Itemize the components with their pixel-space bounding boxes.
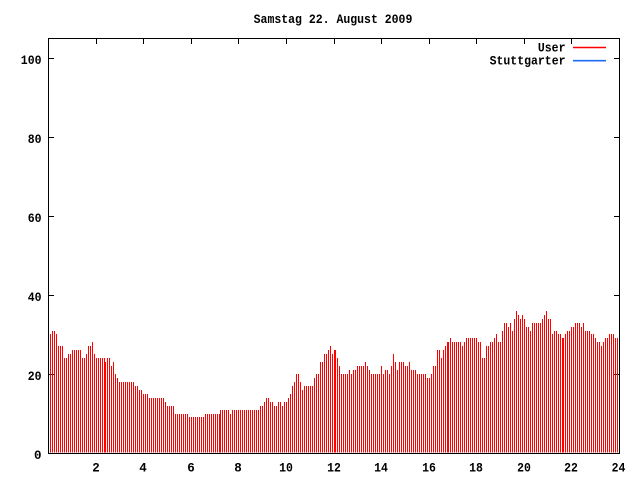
svg-text:100: 100 — [21, 54, 42, 68]
svg-text:40: 40 — [28, 291, 42, 305]
svg-text:16: 16 — [422, 462, 436, 476]
svg-text:8: 8 — [234, 462, 242, 476]
svg-text:4: 4 — [139, 462, 147, 476]
svg-text:60: 60 — [28, 212, 42, 226]
svg-text:12: 12 — [327, 462, 341, 476]
svg-text:24: 24 — [612, 462, 626, 476]
svg-text:10: 10 — [279, 462, 293, 476]
svg-text:0: 0 — [34, 449, 42, 463]
svg-text:20: 20 — [517, 462, 531, 476]
svg-text:18: 18 — [469, 462, 483, 476]
svg-text:14: 14 — [374, 462, 388, 476]
svg-text:2: 2 — [92, 462, 100, 476]
svg-text:Samstag 22. August 2009: Samstag 22. August 2009 — [254, 13, 413, 27]
svg-text:Stuttgarter: Stuttgarter — [490, 55, 566, 69]
svg-text:6: 6 — [187, 462, 195, 476]
svg-text:22: 22 — [564, 462, 578, 476]
svg-text:80: 80 — [28, 133, 42, 147]
svg-text:User: User — [538, 42, 566, 56]
svg-text:20: 20 — [28, 370, 42, 384]
